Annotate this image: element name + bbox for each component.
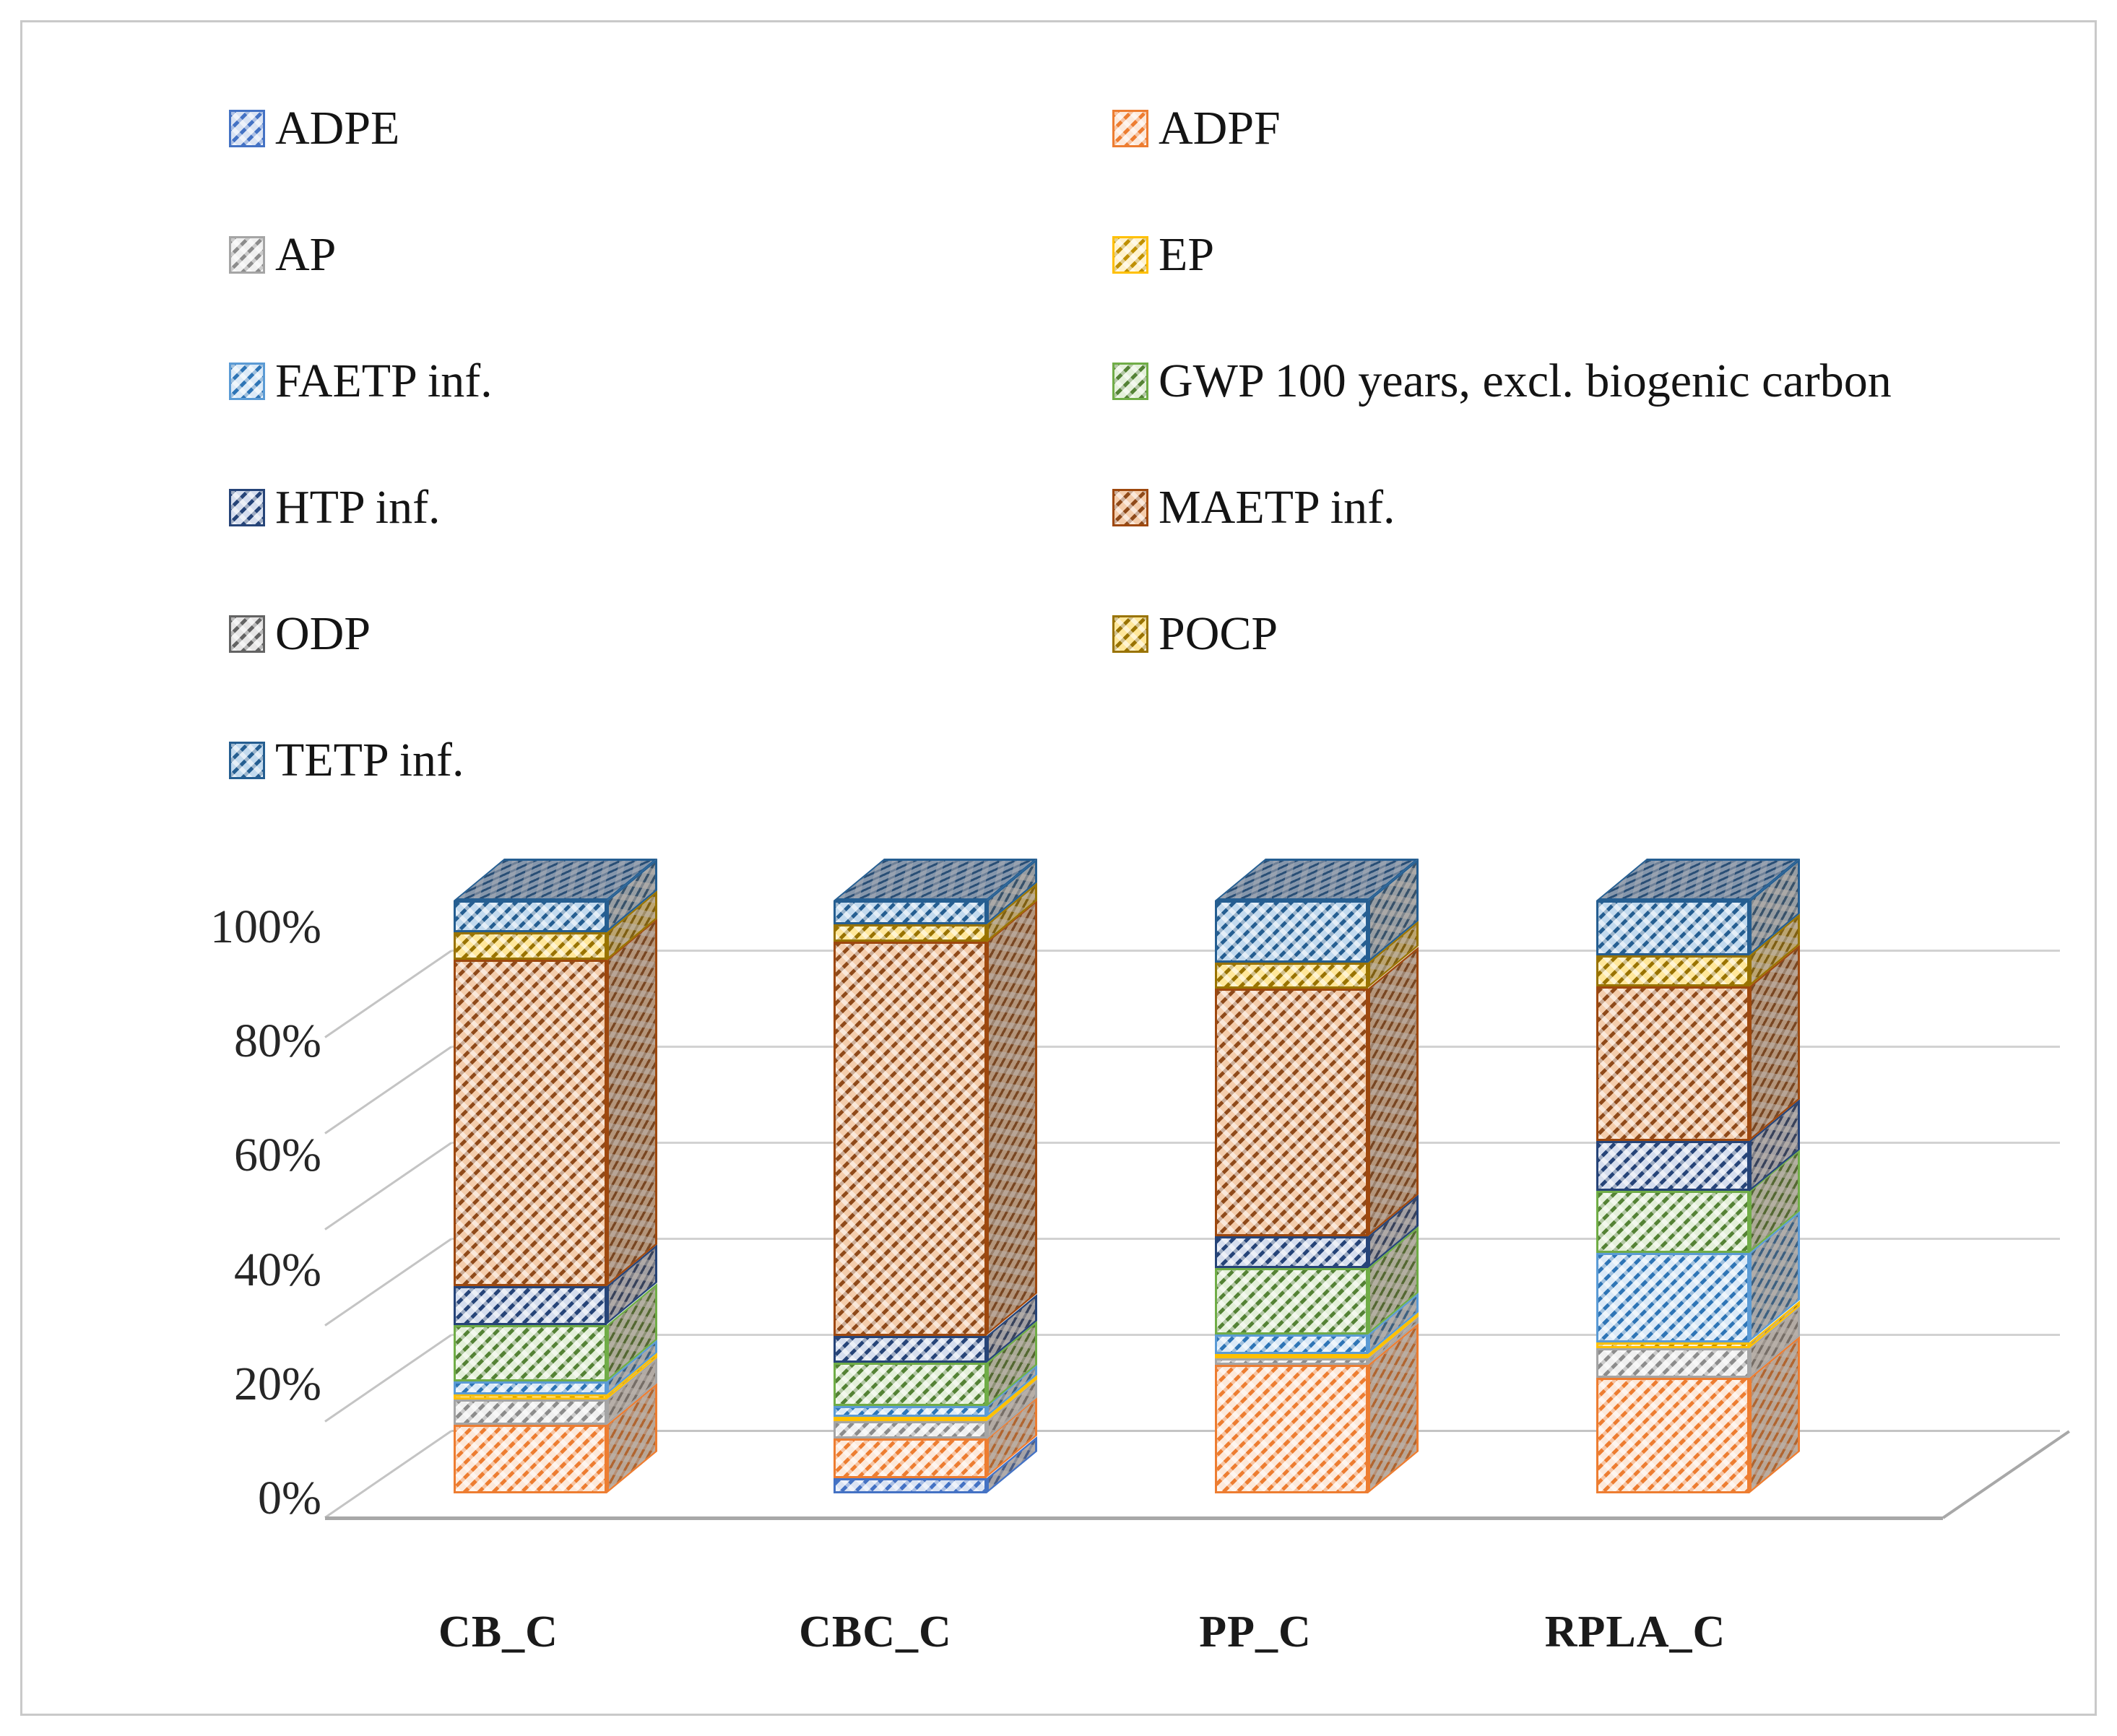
y-tick-label-20pct: 20% xyxy=(234,1358,321,1410)
legend-label-adpe: ADPE xyxy=(275,102,400,155)
bar-segment-htp-inf-cbc-c xyxy=(834,1335,987,1363)
legend-label-odp: ODP xyxy=(275,607,371,660)
legend-swatch-ep xyxy=(1112,236,1148,274)
bar-segment-adpf-pp-c xyxy=(1215,1364,1368,1494)
y-tick-label-100pct: 100% xyxy=(210,900,321,953)
legend-item-odp: ODP xyxy=(229,609,371,659)
legend-item-adpf: ADPF xyxy=(1112,103,1281,154)
legend-label-maetp-inf: MAETP inf. xyxy=(1159,481,1395,534)
x-category-label-cb-c: CB_C xyxy=(438,1607,558,1657)
legend-label-tetp-inf: TETP inf. xyxy=(275,734,464,786)
bar-segment-tetp-inf-cbc-c xyxy=(834,900,987,924)
bar-segment-pocp-pp-c xyxy=(1215,963,1368,989)
bar-segment-pocp-rpla-c xyxy=(1596,955,1749,987)
bar-segment-adpf-cb-c xyxy=(454,1424,607,1493)
bar-segment-tetp-inf-pp-c xyxy=(1215,900,1368,963)
gridline-diagonal-80pct xyxy=(324,1046,452,1134)
legend-item-pocp: POCP xyxy=(1112,609,1278,659)
legend-item-htp-inf: HTP inf. xyxy=(229,482,441,533)
bar-segment-ap-cb-c xyxy=(454,1399,607,1425)
y-tick-label-60pct: 60% xyxy=(234,1129,321,1181)
bar-segment-faetp-inf-rpla-c xyxy=(1596,1253,1749,1342)
legend-item-adpe: ADPE xyxy=(229,103,399,154)
floor-right-edge xyxy=(1941,1430,2071,1519)
y-tick-label-40pct: 40% xyxy=(234,1244,321,1296)
bar-segment-htp-inf-cb-c xyxy=(454,1286,607,1325)
bar-segment-gwp-100-years-excl-biogenic-carbon-rpla-c xyxy=(1596,1191,1749,1254)
bar-segment-htp-inf-rpla-c xyxy=(1596,1140,1749,1192)
x-category-label-cbc-c: CBC_C xyxy=(799,1607,952,1657)
floor-front-edge xyxy=(325,1516,1943,1520)
bar-segment-tetp-inf-cb-c xyxy=(454,900,607,932)
gridline-diagonal-40pct xyxy=(324,1238,452,1327)
y-tick-label-0pct: 0% xyxy=(258,1472,321,1524)
bar-segment-maetp-inf-rpla-c xyxy=(1596,986,1749,1141)
bar-segment-ep-cbc-c xyxy=(834,1417,987,1422)
bar-segment-maetp-inf-pp-c xyxy=(1215,988,1368,1236)
bar-segment-adpf-rpla-c xyxy=(1596,1377,1749,1493)
legend-label-faetp-inf: FAETP inf. xyxy=(275,355,493,407)
bar-segment-faetp-inf-pp-c xyxy=(1215,1334,1368,1355)
bar-segment-pocp-cbc-c xyxy=(834,924,987,942)
bar-segment-side-maetp-inf-cbc-c xyxy=(987,900,1037,1336)
gridline-diagonal-20pct xyxy=(324,1334,452,1423)
gridline-diagonal-60pct xyxy=(324,1142,452,1231)
bar-segment-gwp-100-years-excl-biogenic-carbon-pp-c xyxy=(1215,1268,1368,1335)
legend-item-faetp-inf: FAETP inf. xyxy=(229,356,493,407)
gridline-diagonal-0pct xyxy=(324,1430,452,1519)
bar-segment-faetp-inf-cb-c xyxy=(454,1381,607,1394)
legend-swatch-gwp-100-years-excl-biogenic-carbon xyxy=(1112,363,1148,400)
bar-segment-ap-pp-c xyxy=(1215,1358,1368,1365)
legend-swatch-faetp-inf xyxy=(229,363,265,400)
y-tick-label-80pct: 80% xyxy=(234,1015,321,1067)
bar-segment-pocp-cb-c xyxy=(454,932,607,960)
legend-swatch-tetp-inf xyxy=(229,742,265,779)
legend-label-ep: EP xyxy=(1159,228,1215,281)
legend-label-pocp: POCP xyxy=(1159,607,1278,660)
bar-segment-ap-cbc-c xyxy=(834,1420,987,1439)
bar-segment-side-maetp-inf-pp-c xyxy=(1368,946,1419,1236)
bar-segment-maetp-inf-cbc-c xyxy=(834,942,987,1336)
legend-item-ep: EP xyxy=(1112,230,1214,280)
legend-item-ap: AP xyxy=(229,230,336,280)
bar-segment-adpe-cbc-c xyxy=(834,1477,987,1493)
legend-item-gwp-100-years-excl-biogenic-carbon: GWP 100 years, excl. biogenic carbon xyxy=(1112,356,1892,407)
legend-label-gwp-100-years-excl-biogenic-carbon: GWP 100 years, excl. biogenic carbon xyxy=(1159,355,1892,407)
bar-segment-ap-rpla-c xyxy=(1596,1347,1749,1378)
legend-swatch-odp xyxy=(229,615,265,653)
legend-swatch-pocp xyxy=(1112,615,1148,653)
x-category-label-pp-c: PP_C xyxy=(1199,1607,1312,1657)
bar-segment-gwp-100-years-excl-biogenic-carbon-cb-c xyxy=(454,1324,607,1381)
bar-segment-adpf-cbc-c xyxy=(834,1438,987,1478)
bar-segment-ep-cb-c xyxy=(454,1394,607,1400)
legend-swatch-ap xyxy=(229,236,265,274)
legend-swatch-htp-inf xyxy=(229,489,265,526)
legend-item-tetp-inf: TETP inf. xyxy=(229,735,464,786)
legend-label-htp-inf: HTP inf. xyxy=(275,481,441,534)
bar-segment-tetp-inf-rpla-c xyxy=(1596,900,1749,956)
legend-swatch-adpf xyxy=(1112,110,1148,147)
bar-segment-faetp-inf-cbc-c xyxy=(834,1406,987,1418)
bar-segment-gwp-100-years-excl-biogenic-carbon-cbc-c xyxy=(834,1362,987,1407)
legend-item-maetp-inf: MAETP inf. xyxy=(1112,482,1395,533)
x-category-label-rpla-c: RPLA_C xyxy=(1544,1607,1726,1657)
bar-segment-maetp-inf-cb-c xyxy=(454,960,607,1287)
legend-swatch-adpe xyxy=(229,110,265,147)
legend-label-ap: AP xyxy=(275,228,337,281)
bar-segment-htp-inf-pp-c xyxy=(1215,1236,1368,1268)
bar-segment-ep-pp-c xyxy=(1215,1354,1368,1359)
bar-segment-side-maetp-inf-cb-c xyxy=(607,918,657,1287)
legend-label-adpf: ADPF xyxy=(1159,102,1281,155)
legend-swatch-maetp-inf xyxy=(1112,489,1148,526)
bar-segment-ep-rpla-c xyxy=(1596,1342,1749,1348)
gridline-diagonal-100pct xyxy=(324,950,452,1038)
